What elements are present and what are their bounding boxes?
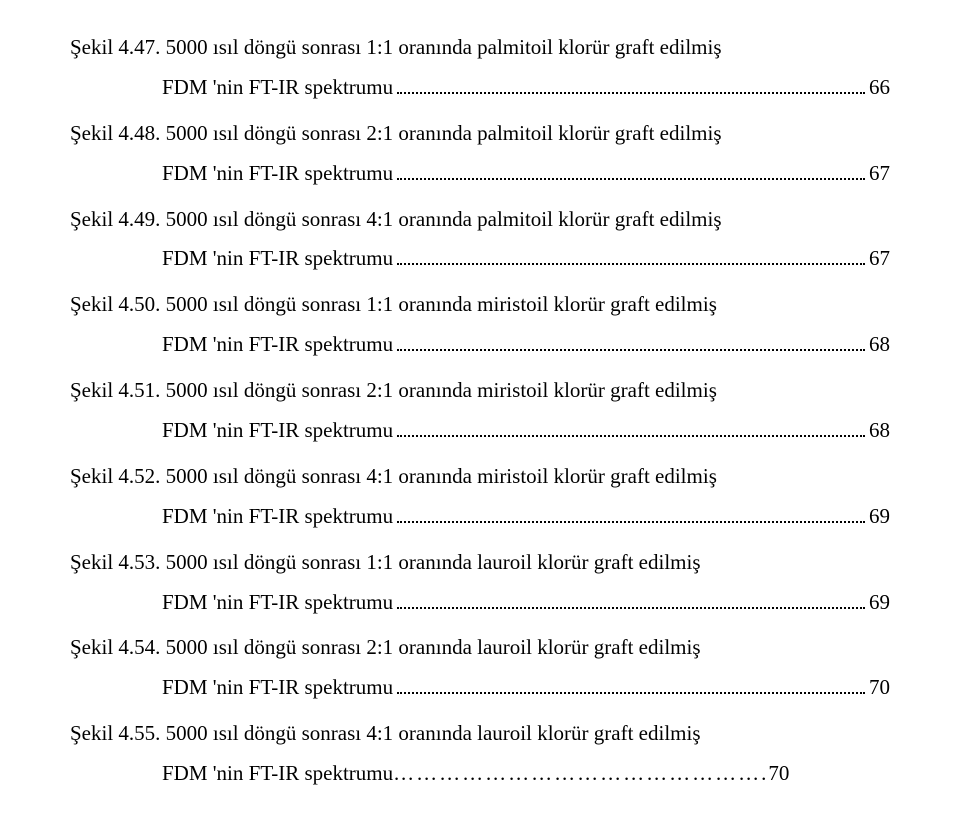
toc-entry-page: 68 [869, 411, 890, 451]
toc-entry-title-line1: Şekil 4.55. 5000 ısıl döngü sonrası 4:1 … [70, 714, 701, 754]
toc-entry-line1: Şekil 4.52. 5000 ısıl döngü sonrası 4:1 … [70, 457, 890, 497]
toc-entry-subtitle: FDM 'nin FT-IR spektrumu [162, 411, 393, 451]
toc-entry-subtitle: FDM 'nin FT-IR spektrumu [162, 325, 393, 365]
toc-entry-desc: 5000 ısıl döngü sonrası 2:1 oranında lau… [160, 635, 700, 659]
toc-entry-page: 69 [869, 583, 890, 623]
toc-entry-line2: FDM 'nin FT-IR spektrumu 69 [70, 497, 890, 537]
toc-entry-desc: 5000 ısıl döngü sonrası 1:1 oranında lau… [160, 550, 700, 574]
toc-entry-line2: FDM 'nin FT-IR spektrumu…………………………………………… [70, 754, 890, 794]
toc-entry-prefix: Şekil 4.49. [70, 207, 160, 231]
toc-entry: Şekil 4.51. 5000 ısıl döngü sonrası 2:1 … [70, 371, 890, 451]
toc-entry: Şekil 4.48. 5000 ısıl döngü sonrası 2:1 … [70, 114, 890, 194]
toc-entry-line2: FDM 'nin FT-IR spektrumu 68 [70, 325, 890, 365]
toc-entry-line1: Şekil 4.55. 5000 ısıl döngü sonrası 4:1 … [70, 714, 890, 754]
toc-entry: Şekil 4.47. 5000 ısıl döngü sonrası 1:1 … [70, 28, 890, 108]
toc-entry-title-line1: Şekil 4.54. 5000 ısıl döngü sonrası 2:1 … [70, 628, 701, 668]
toc-entry: Şekil 4.52. 5000 ısıl döngü sonrası 4:1 … [70, 457, 890, 537]
toc-entry-desc: 5000 ısıl döngü sonrası 1:1 oranında mir… [160, 292, 716, 316]
toc-entry-prefix: Şekil 4.55. [70, 721, 160, 745]
toc-entry-prefix: Şekil 4.51. [70, 378, 160, 402]
toc-entry-line2: FDM 'nin FT-IR spektrumu 67 [70, 154, 890, 194]
toc-entry-prefix: Şekil 4.53. [70, 550, 160, 574]
leader-dots [397, 676, 865, 695]
toc-entry-subtitle: FDM 'nin FT-IR spektrumu [162, 497, 393, 537]
toc-entry-page: 69 [869, 497, 890, 537]
toc-entry-line2: FDM 'nin FT-IR spektrumu 70 [70, 668, 890, 708]
toc-entry-page: 68 [869, 325, 890, 365]
toc-entry-title-line1: Şekil 4.48. 5000 ısıl döngü sonrası 2:1 … [70, 114, 722, 154]
toc-entry-line1: Şekil 4.47. 5000 ısıl döngü sonrası 1:1 … [70, 28, 890, 68]
toc-entry-subtitle: FDM 'nin FT-IR spektrumu [162, 668, 393, 708]
leader-dots [397, 161, 865, 180]
toc-entry-prefix: Şekil 4.52. [70, 464, 160, 488]
toc-entry-line1: Şekil 4.50. 5000 ısıl döngü sonrası 1:1 … [70, 285, 890, 325]
toc-entry-page: 66 [869, 68, 890, 108]
toc-entry-page: 67 [869, 239, 890, 279]
toc-entry-desc: 5000 ısıl döngü sonrası 2:1 oranında pal… [160, 121, 721, 145]
leader-dots [397, 418, 865, 437]
toc-entry-desc: 5000 ısıl döngü sonrası 4:1 oranında mir… [160, 464, 716, 488]
toc-entry-line2: FDM 'nin FT-IR spektrumu 67 [70, 239, 890, 279]
leader-dots [397, 247, 865, 266]
toc-entry-page: 70 [768, 754, 789, 794]
toc-entry-subtitle: FDM 'nin FT-IR spektrumu [162, 754, 393, 794]
leader-dots [397, 332, 865, 351]
toc-entry-prefix: Şekil 4.54. [70, 635, 160, 659]
toc-entry-page: 70 [869, 668, 890, 708]
toc-entry-title-line1: Şekil 4.52. 5000 ısıl döngü sonrası 4:1 … [70, 457, 717, 497]
toc-entry-subtitle: FDM 'nin FT-IR spektrumu [162, 154, 393, 194]
toc-entry: Şekil 4.50. 5000 ısıl döngü sonrası 1:1 … [70, 285, 890, 365]
leader-dots: …………………………………………. [393, 754, 768, 794]
toc-entry: Şekil 4.49. 5000 ısıl döngü sonrası 4:1 … [70, 200, 890, 280]
toc-entry-desc: 5000 ısıl döngü sonrası 4:1 oranında lau… [160, 721, 700, 745]
toc-entry-line2: FDM 'nin FT-IR spektrumu 68 [70, 411, 890, 451]
toc-entry-title-line1: Şekil 4.50. 5000 ısıl döngü sonrası 1:1 … [70, 285, 717, 325]
toc-entry-subtitle: FDM 'nin FT-IR spektrumu [162, 68, 393, 108]
toc-entry-title-line1: Şekil 4.51. 5000 ısıl döngü sonrası 2:1 … [70, 371, 717, 411]
toc-entry: Şekil 4.54. 5000 ısıl döngü sonrası 2:1 … [70, 628, 890, 708]
toc-entry-prefix: Şekil 4.48. [70, 121, 160, 145]
toc-entry-line1: Şekil 4.49. 5000 ısıl döngü sonrası 4:1 … [70, 200, 890, 240]
toc-entry-line2: FDM 'nin FT-IR spektrumu 66 [70, 68, 890, 108]
toc-entry-title-line1: Şekil 4.53. 5000 ısıl döngü sonrası 1:1 … [70, 543, 701, 583]
toc-entry-subtitle: FDM 'nin FT-IR spektrumu [162, 583, 393, 623]
toc-entry-desc: 5000 ısıl döngü sonrası 2:1 oranında mir… [160, 378, 716, 402]
toc-entry-subtitle: FDM 'nin FT-IR spektrumu [162, 239, 393, 279]
toc-entry-title-line1: Şekil 4.47. 5000 ısıl döngü sonrası 1:1 … [70, 28, 722, 68]
leader-dots [397, 75, 865, 94]
toc-entry-page: 67 [869, 154, 890, 194]
leader-dots [397, 504, 865, 523]
toc-entry-desc: 5000 ısıl döngü sonrası 1:1 oranında pal… [160, 35, 721, 59]
toc-entry-title-line1: Şekil 4.49. 5000 ısıl döngü sonrası 4:1 … [70, 200, 722, 240]
toc-entry-line1: Şekil 4.51. 5000 ısıl döngü sonrası 2:1 … [70, 371, 890, 411]
toc-entry-line1: Şekil 4.54. 5000 ısıl döngü sonrası 2:1 … [70, 628, 890, 668]
toc-entry-line1: Şekil 4.48. 5000 ısıl döngü sonrası 2:1 … [70, 114, 890, 154]
toc-entry: Şekil 4.55. 5000 ısıl döngü sonrası 4:1 … [70, 714, 890, 794]
toc-entry-line2: FDM 'nin FT-IR spektrumu 69 [70, 583, 890, 623]
table-of-figures: Şekil 4.47. 5000 ısıl döngü sonrası 1:1 … [70, 28, 890, 794]
leader-dots [397, 590, 865, 609]
toc-entry-desc: 5000 ısıl döngü sonrası 4:1 oranında pal… [160, 207, 721, 231]
toc-entry-line1: Şekil 4.53. 5000 ısıl döngü sonrası 1:1 … [70, 543, 890, 583]
toc-entry-prefix: Şekil 4.47. [70, 35, 160, 59]
toc-entry: Şekil 4.53. 5000 ısıl döngü sonrası 1:1 … [70, 543, 890, 623]
toc-entry-prefix: Şekil 4.50. [70, 292, 160, 316]
